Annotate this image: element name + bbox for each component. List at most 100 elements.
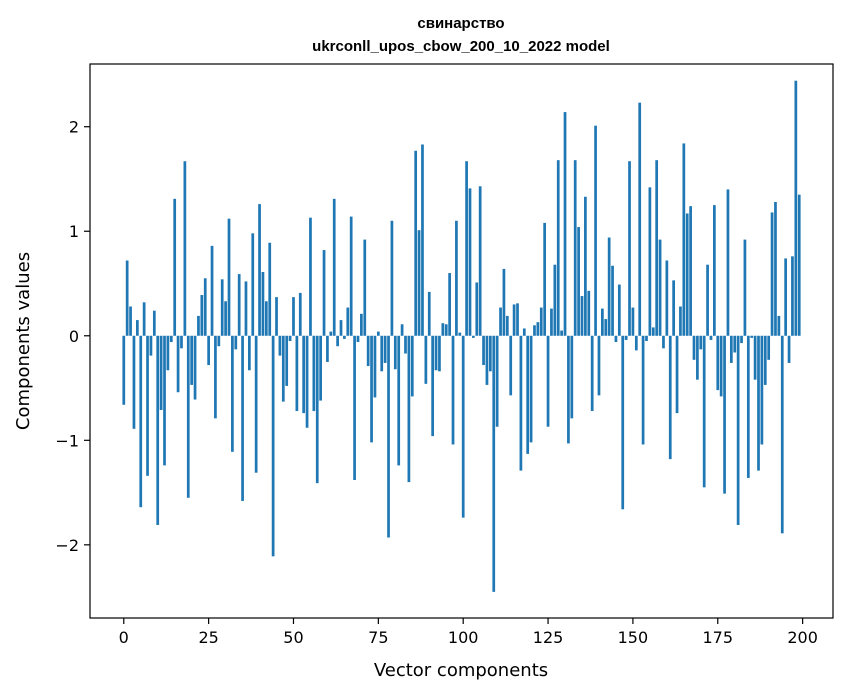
bar: [298, 292, 302, 336]
x-axis: 0 25 50 75 100 125 150 175 200: [119, 618, 818, 647]
bar: [716, 335, 720, 391]
bar: [526, 335, 530, 454]
bar: [651, 327, 655, 336]
bar: [231, 335, 234, 452]
bar: [193, 335, 197, 400]
bar: [376, 331, 380, 336]
bar: [142, 302, 146, 336]
bar: [492, 335, 496, 592]
bar: [692, 335, 696, 360]
bar: [343, 335, 346, 339]
bar: [319, 335, 322, 401]
bar: [696, 335, 699, 380]
bar: [135, 320, 139, 336]
bar: [380, 335, 384, 372]
bar: [556, 160, 560, 336]
bar: [570, 335, 574, 419]
bar: [539, 307, 543, 336]
chart-subtitle: ukrconll_upos_cbow_200_10_2022 model: [312, 38, 610, 55]
x-tick-label: 100: [448, 628, 479, 647]
bar: [427, 291, 431, 336]
bar: [180, 335, 183, 349]
bar: [152, 310, 156, 336]
bar: [183, 161, 187, 336]
bar: [780, 335, 784, 534]
bar: [743, 239, 747, 336]
bar: [465, 161, 468, 336]
bar: [784, 258, 788, 336]
bar: [648, 187, 652, 336]
x-tick-label: 175: [702, 628, 733, 647]
bar: [315, 335, 319, 484]
bar: [424, 335, 428, 384]
bar: [217, 335, 221, 347]
bar: [516, 303, 519, 336]
x-axis-label: Vector components: [374, 660, 548, 681]
bar: [244, 281, 248, 336]
bar: [550, 308, 553, 336]
bar: [607, 237, 611, 336]
bar: [390, 220, 394, 336]
bar: [166, 335, 170, 371]
bar: [455, 220, 458, 336]
bar: [560, 330, 563, 336]
bar: [774, 201, 777, 336]
bar: [529, 335, 533, 443]
bar: [339, 320, 343, 336]
bar: [502, 268, 506, 336]
bar: [438, 335, 441, 372]
bar: [224, 301, 227, 336]
bar: [271, 335, 275, 557]
bar: [726, 189, 730, 336]
bar: [156, 335, 160, 525]
bar: [248, 335, 251, 371]
bar: [672, 280, 675, 336]
bar: [509, 335, 513, 396]
bar: [312, 335, 316, 412]
bar: [251, 233, 255, 336]
bar-series: [122, 80, 801, 592]
bar: [441, 323, 445, 336]
bar: [794, 80, 798, 336]
bar: [431, 335, 435, 437]
bar: [485, 335, 489, 385]
bar: [129, 306, 132, 336]
bar: [634, 335, 638, 351]
bar: [709, 335, 713, 340]
bar: [237, 274, 241, 336]
bar: [400, 324, 404, 336]
bar: [753, 335, 757, 380]
bar: [777, 315, 781, 336]
bar: [482, 335, 485, 366]
bar: [417, 230, 421, 336]
bar: [302, 335, 306, 414]
x-tick-label: 0: [119, 628, 129, 647]
bar: [261, 272, 265, 336]
bar: [495, 335, 499, 427]
bar: [563, 112, 567, 336]
bar: [679, 306, 682, 336]
bar: [200, 295, 204, 336]
bar: [723, 335, 726, 494]
bar: [645, 335, 648, 341]
bar: [349, 216, 353, 336]
bar: [258, 204, 261, 336]
bar: [638, 102, 642, 336]
x-tick-label: 25: [198, 628, 218, 647]
bar: [750, 335, 754, 338]
bar: [149, 335, 153, 356]
bar: [522, 328, 526, 336]
bar: [604, 319, 608, 336]
bar: [295, 335, 299, 412]
bar: [587, 290, 591, 336]
bar: [309, 217, 312, 336]
bar: [733, 335, 737, 353]
bar: [292, 297, 295, 336]
bar: [146, 335, 149, 476]
bar: [478, 186, 482, 336]
bar: [207, 335, 210, 366]
y-tick-label: −1: [55, 431, 79, 450]
bar: [512, 304, 516, 336]
bar: [736, 335, 740, 525]
bar: [122, 335, 126, 405]
